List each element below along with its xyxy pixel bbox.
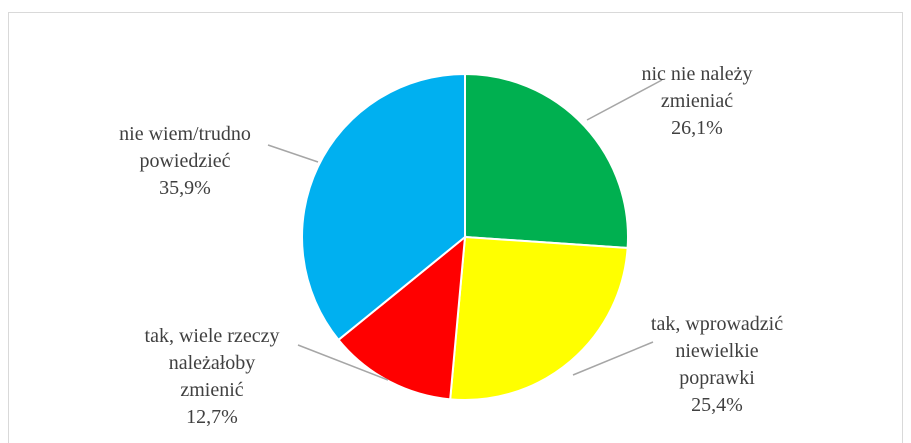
- slice-label-2: tak, wprowadzić niewielkie poprawki 25,4%: [651, 313, 783, 416]
- slice-category-label: nie wiem/trudno: [119, 123, 251, 145]
- pie-slice-1: [464, 72, 629, 250]
- slice-category-label: nic nie należy: [641, 63, 752, 85]
- slice-label-3: tak, wiele rzeczy należałoby zmienić 12,7%: [145, 325, 280, 428]
- slice-value-label: 35,9%: [159, 177, 211, 199]
- slice-category-label: tak, wprowadzić: [651, 313, 783, 335]
- pie-slice-3: [337, 234, 467, 401]
- slice-value-label: 25,4%: [691, 394, 743, 416]
- leader-line-2: [572, 341, 654, 376]
- leader-line-1: [586, 79, 663, 121]
- slice-label-4: nie wiem/trudno powiedzieć 35,9%: [119, 123, 251, 199]
- slice-category-label: zmieniać: [661, 90, 733, 112]
- pie-slice-2: [449, 235, 629, 401]
- slice-category-label: należałoby: [169, 352, 256, 374]
- pie-slice-4: [301, 72, 466, 342]
- slice-category-label: tak, wiele rzeczy: [145, 325, 280, 347]
- slice-category-label: niewielkie: [675, 340, 758, 362]
- slice-category-label: poprawki: [679, 367, 755, 389]
- slice-category-label: powiedzieć: [139, 150, 230, 172]
- slice-value-label: 12,7%: [186, 406, 238, 428]
- leader-line-4: [267, 144, 319, 163]
- slice-value-label: 26,1%: [671, 117, 723, 139]
- slice-category-label: zmienić: [180, 379, 243, 401]
- leader-line-3: [297, 344, 389, 381]
- slice-label-1: nic nie należy zmieniać 26,1%: [641, 63, 752, 139]
